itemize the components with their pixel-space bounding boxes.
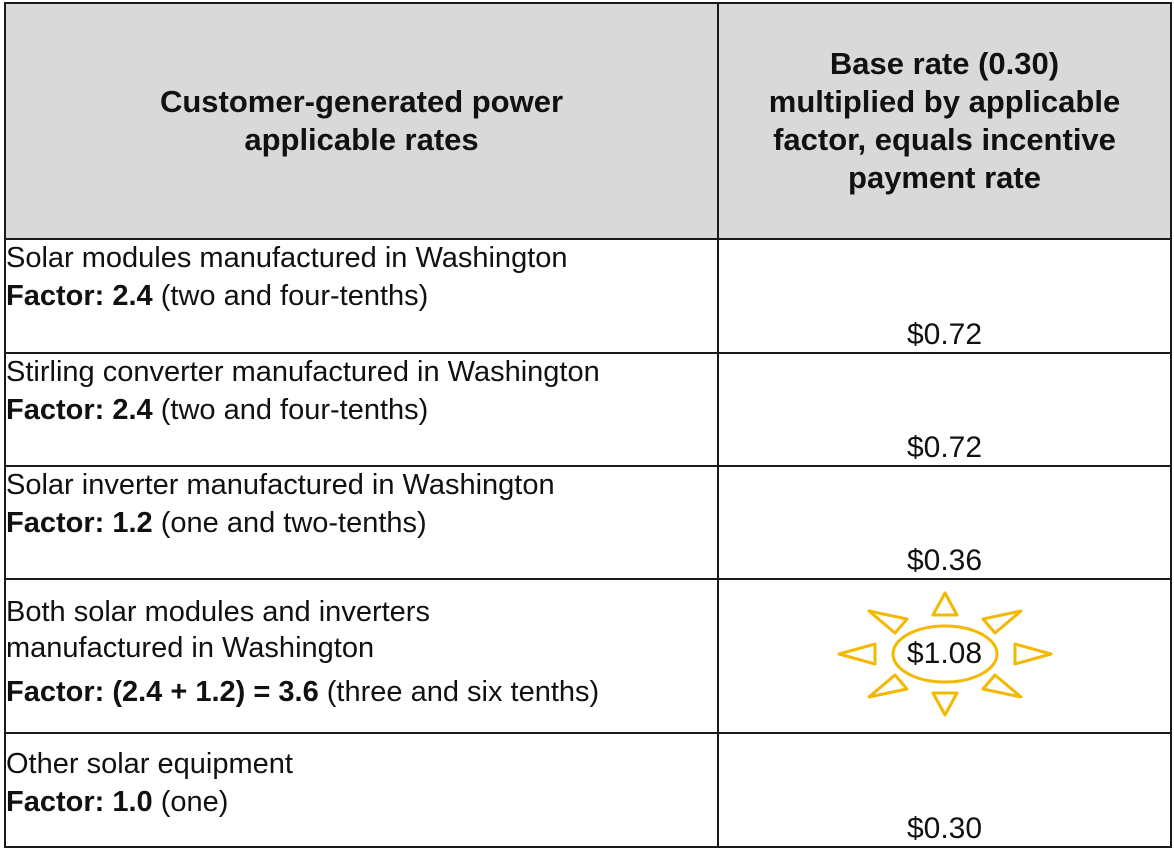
table-row: Solar modules manufactured in Washington… [4,238,1172,354]
factor-label: Factor: (2.4 + 1.2) = 3.6 [6,676,319,708]
row-factor: Factor: 1.0 (one) [6,784,717,820]
row-title: Solar modules manufactured in Washington [6,242,568,274]
table-row: Other solar equipment Factor: 1.0 (one) … [4,732,1172,848]
rate-value: $1.08 [906,637,983,670]
row-description: Solar modules manufactured in Washington… [4,238,719,354]
incentive-rate-table: Customer-generated power applicable rate… [4,2,1172,848]
header-right-line: Base rate (0.30) [829,46,1060,81]
factor-label: Factor: 2.4 [6,280,153,312]
factor-note: (three and six tenths) [318,676,600,708]
row-description: Solar inverter manufactured in Washingto… [4,465,719,580]
header-right-line: factor, equals incentive [773,122,1116,157]
row-description: Both solar modules and inverters manufac… [4,578,719,734]
factor-note: (two and four-tenths) [152,394,429,426]
table-header-row: Customer-generated power applicable rate… [4,2,1172,240]
sun-highlight: $1.08 [835,591,1055,721]
sun-icon [837,591,1052,717]
row-factor: Factor: 1.2 (one and two-tenths) [6,505,717,541]
row-title: Solar inverter manufactured in Washingto… [6,469,555,501]
table-row: Solar inverter manufactured in Washingto… [4,465,1172,580]
row-rate: $0.36 [717,465,1172,580]
row-factor: Factor: 2.4 (two and four-tenths) [6,278,717,314]
factor-label: Factor: 1.2 [6,507,153,539]
factor-note: (two and four-tenths) [152,280,429,312]
row-title: manufactured in Washington [6,632,375,664]
header-power-rates: Customer-generated power applicable rate… [4,2,719,240]
row-factor: Factor: 2.4 (two and four-tenths) [6,392,717,428]
header-left-line: Customer-generated power [159,84,564,119]
row-rate: $0.30 [717,732,1172,848]
row-factor: Factor: (2.4 + 1.2) = 3.6 (three and six… [6,674,717,710]
row-title: Both solar modules and inverters [6,596,430,628]
header-right-line: payment rate [848,160,1041,195]
factor-label: Factor: 1.0 [6,786,153,818]
factor-note: (one and two-tenths) [152,507,427,539]
factor-label: Factor: 2.4 [6,394,153,426]
header-right-line: multiplied by applicable [768,84,1121,119]
row-rate: $0.72 [717,352,1172,467]
row-description: Other solar equipment Factor: 1.0 (one) [4,732,719,848]
row-rate-highlighted: $1.08 [717,578,1172,734]
table-row: Both solar modules and inverters manufac… [4,578,1172,734]
header-left-line: applicable rates [244,122,479,157]
row-title: Stirling converter manufactured in Washi… [6,356,600,388]
factor-note: (one) [152,786,229,818]
row-rate: $0.72 [717,238,1172,354]
row-description: Stirling converter manufactured in Washi… [4,352,719,467]
table-row: Stirling converter manufactured in Washi… [4,352,1172,467]
row-title: Other solar equipment [6,748,293,780]
header-payment-rate: Base rate (0.30) multiplied by applicabl… [717,2,1172,240]
